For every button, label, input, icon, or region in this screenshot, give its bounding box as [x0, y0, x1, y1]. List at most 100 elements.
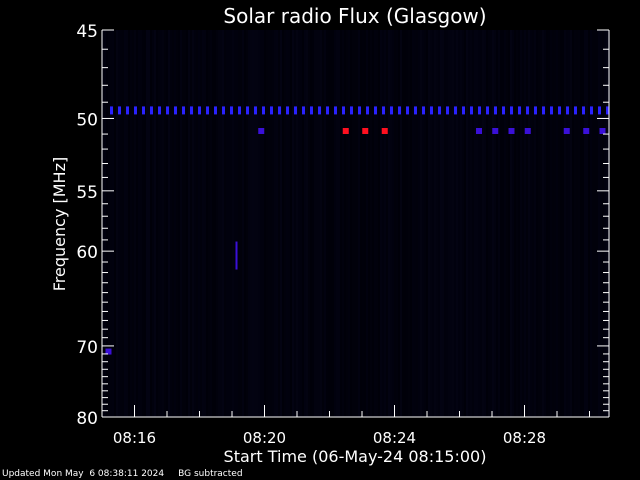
noise-streak — [476, 30, 478, 417]
band-mark — [366, 106, 369, 115]
noise-streak — [344, 30, 346, 417]
noise-streak — [494, 30, 496, 417]
noise-streak — [458, 30, 460, 417]
band-mark — [246, 106, 249, 115]
band-mark — [374, 106, 377, 115]
noise-streak — [578, 30, 580, 417]
band-mark — [574, 106, 577, 115]
band-mark — [526, 106, 529, 115]
noise-streak — [286, 30, 288, 417]
noise-streak — [374, 30, 376, 417]
noise-streak — [440, 30, 442, 417]
noise-streak — [222, 30, 224, 417]
noise-streak — [372, 30, 374, 417]
band-mark — [214, 106, 217, 115]
noise-streak — [352, 30, 354, 417]
burst-mark — [563, 127, 570, 134]
noise-streak — [358, 30, 360, 417]
noise-streak — [532, 30, 534, 417]
band-mark — [198, 106, 201, 115]
band-mark — [454, 106, 457, 115]
burst-mark — [583, 127, 590, 134]
noise-streak — [112, 30, 114, 417]
noise-streak — [302, 30, 304, 417]
band-mark — [502, 106, 505, 115]
noise-streak — [160, 30, 162, 417]
axes: 45 50 55 60 70 80 08:16 08:20 08:24 08:28 — [76, 22, 610, 447]
band-mark — [478, 106, 481, 115]
noise-streak — [316, 30, 318, 417]
burst-mark — [476, 127, 482, 134]
noise-streak — [184, 30, 186, 417]
noise-streak — [438, 30, 440, 417]
noise-streak — [582, 30, 584, 417]
noise-streak — [124, 30, 126, 417]
burst-mark — [381, 127, 388, 134]
noise-streak — [204, 30, 206, 417]
noise-streak — [390, 30, 392, 417]
chart-title: Solar radio Flux (Glasgow) — [223, 4, 486, 28]
y-tick-label: 80 — [76, 409, 98, 429]
noise-streak — [474, 30, 476, 417]
noise-streak — [306, 30, 308, 417]
noise-streak — [418, 30, 420, 417]
noise-streak — [420, 30, 422, 417]
noise-streak — [220, 30, 222, 417]
noise-streak — [514, 30, 516, 417]
band-mark — [550, 106, 553, 115]
noise-streak — [228, 30, 230, 417]
noise-streak — [148, 30, 150, 417]
noise-streak — [512, 30, 514, 417]
noise-streak — [452, 30, 454, 417]
noise-streak — [528, 30, 530, 417]
band-mark — [222, 106, 225, 115]
noise-streak — [506, 30, 508, 417]
noise-streak — [552, 30, 554, 417]
noise-streak — [384, 30, 386, 417]
noise-streak — [464, 30, 466, 417]
noise-streak — [492, 30, 494, 417]
noise-streak — [264, 30, 266, 417]
band-mark — [334, 106, 337, 115]
band-mark — [542, 106, 545, 115]
band-mark — [142, 106, 145, 115]
noise-streak — [556, 30, 558, 417]
x-tick-label: 08:20 — [243, 429, 286, 447]
band-mark — [558, 106, 561, 115]
background-note: BG subtracted — [178, 469, 243, 479]
noise-streak — [396, 30, 398, 417]
noise-streak — [488, 30, 490, 417]
noise-streak — [508, 30, 510, 417]
updated-timestamp: Updated Mon May 6 08:38:11 2024 — [2, 469, 165, 479]
noise-streak — [422, 30, 424, 417]
noise-streak — [134, 30, 136, 417]
band-mark — [318, 106, 321, 115]
band-mark — [294, 106, 297, 115]
burst-mark — [235, 241, 238, 270]
noise-streak — [272, 30, 274, 417]
y-tick-label: 50 — [76, 110, 98, 130]
noise-streak — [502, 30, 504, 417]
y-axis-label: Frequency [MHz] — [50, 157, 69, 291]
noise-streak — [250, 30, 252, 417]
noise-streak — [108, 30, 110, 417]
noise-streak — [140, 30, 142, 417]
burst-mark — [524, 127, 531, 134]
band-mark — [462, 106, 465, 115]
burst-mark — [508, 127, 515, 134]
burst-mark — [492, 127, 499, 134]
noise-streak — [190, 30, 192, 417]
noise-streak — [224, 30, 226, 417]
noise-streak — [572, 30, 574, 417]
noise-streak — [212, 30, 214, 417]
noise-streak — [270, 30, 272, 417]
noise-streak — [248, 30, 250, 417]
noise-streak — [324, 30, 326, 417]
noise-streak — [322, 30, 324, 417]
burst-mark — [105, 348, 112, 355]
burst-mark — [342, 127, 349, 134]
noise-streak — [180, 30, 182, 417]
noise-streak — [332, 30, 334, 417]
noise-streak — [268, 30, 270, 417]
noise-streak — [226, 30, 228, 417]
